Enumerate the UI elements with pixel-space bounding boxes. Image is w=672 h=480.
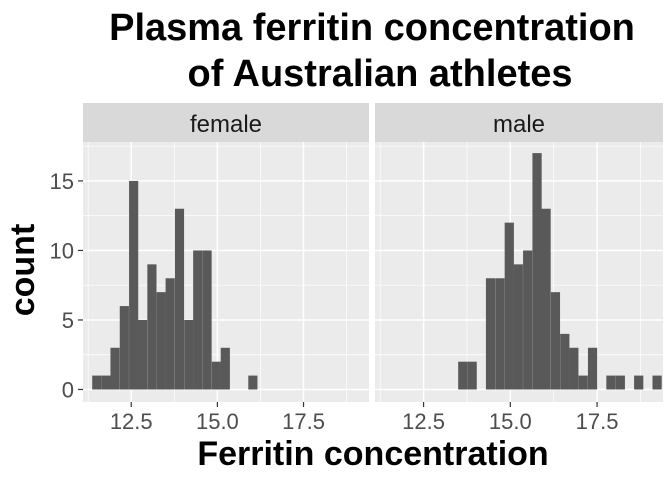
histogram-bar	[541, 208, 551, 390]
x-tick-label: 17.5	[282, 409, 325, 434]
histogram-bar	[652, 375, 662, 390]
histogram-bar	[495, 278, 505, 390]
histogram-bar	[523, 250, 533, 390]
histogram-bar	[193, 250, 203, 390]
histogram-bar	[458, 361, 468, 390]
histogram-bar	[606, 375, 616, 390]
histogram-bar	[184, 319, 194, 390]
x-tick-label: 12.5	[110, 409, 153, 434]
chart-title-line-1: Plasma ferritin concentration	[109, 7, 635, 49]
histogram-bar	[550, 292, 561, 390]
histogram-bar	[129, 180, 139, 390]
histogram-bar	[532, 153, 542, 390]
x-tick-label: 15.0	[196, 409, 239, 434]
histogram-bar	[101, 375, 111, 390]
histogram-bar	[587, 347, 598, 390]
y-tick-label: 0	[62, 377, 74, 402]
y-axis-title: count	[4, 224, 42, 317]
histogram-bar	[569, 347, 579, 390]
y-tick-label: 15	[50, 169, 74, 194]
histogram-bar	[202, 250, 212, 390]
facet-strip-label: male	[493, 111, 545, 138]
histogram-bar	[634, 375, 644, 390]
x-tick-label: 15.0	[489, 409, 532, 434]
histogram-bar	[147, 264, 157, 390]
histogram-bar	[174, 208, 185, 390]
y-tick-label: 10	[50, 238, 74, 263]
y-tick-label: 5	[62, 308, 74, 333]
histogram-bar	[92, 375, 102, 390]
facet-strip	[83, 103, 369, 142]
chart-title-line-2: of Australian athletes	[187, 53, 572, 95]
histogram-bar	[513, 264, 523, 390]
histogram-bar	[578, 375, 588, 390]
histogram-bar	[138, 319, 148, 390]
facet-strip-label: female	[190, 111, 262, 138]
histogram-bar	[615, 375, 625, 390]
facet-strip	[375, 103, 663, 142]
histogram-bar	[560, 333, 570, 390]
x-axis-title: Ferritin concentration	[197, 435, 548, 473]
histogram-bar	[485, 278, 496, 390]
histogram-bar	[156, 292, 166, 390]
histogram-bar	[165, 278, 175, 390]
x-tick-label: 12.5	[402, 409, 445, 434]
histogram-bar	[467, 361, 477, 390]
histogram-bar	[119, 306, 129, 390]
facet-panel-male: male 12.5 15.0 17.5	[375, 103, 663, 434]
histogram-bar	[110, 347, 120, 390]
histogram-bar	[211, 361, 221, 390]
y-axis: 0 5 10 15	[50, 169, 83, 402]
facet-panel-female: female 12.5 15.0 17.5	[83, 103, 369, 434]
histogram-bar	[504, 222, 514, 390]
histogram-bar	[248, 375, 258, 390]
histogram-bar	[220, 347, 230, 390]
facet-panels: female 12.5 15.0 17.5 male 12.5 15.0 17.5	[83, 103, 663, 434]
x-tick-label: 17.5	[576, 409, 619, 434]
